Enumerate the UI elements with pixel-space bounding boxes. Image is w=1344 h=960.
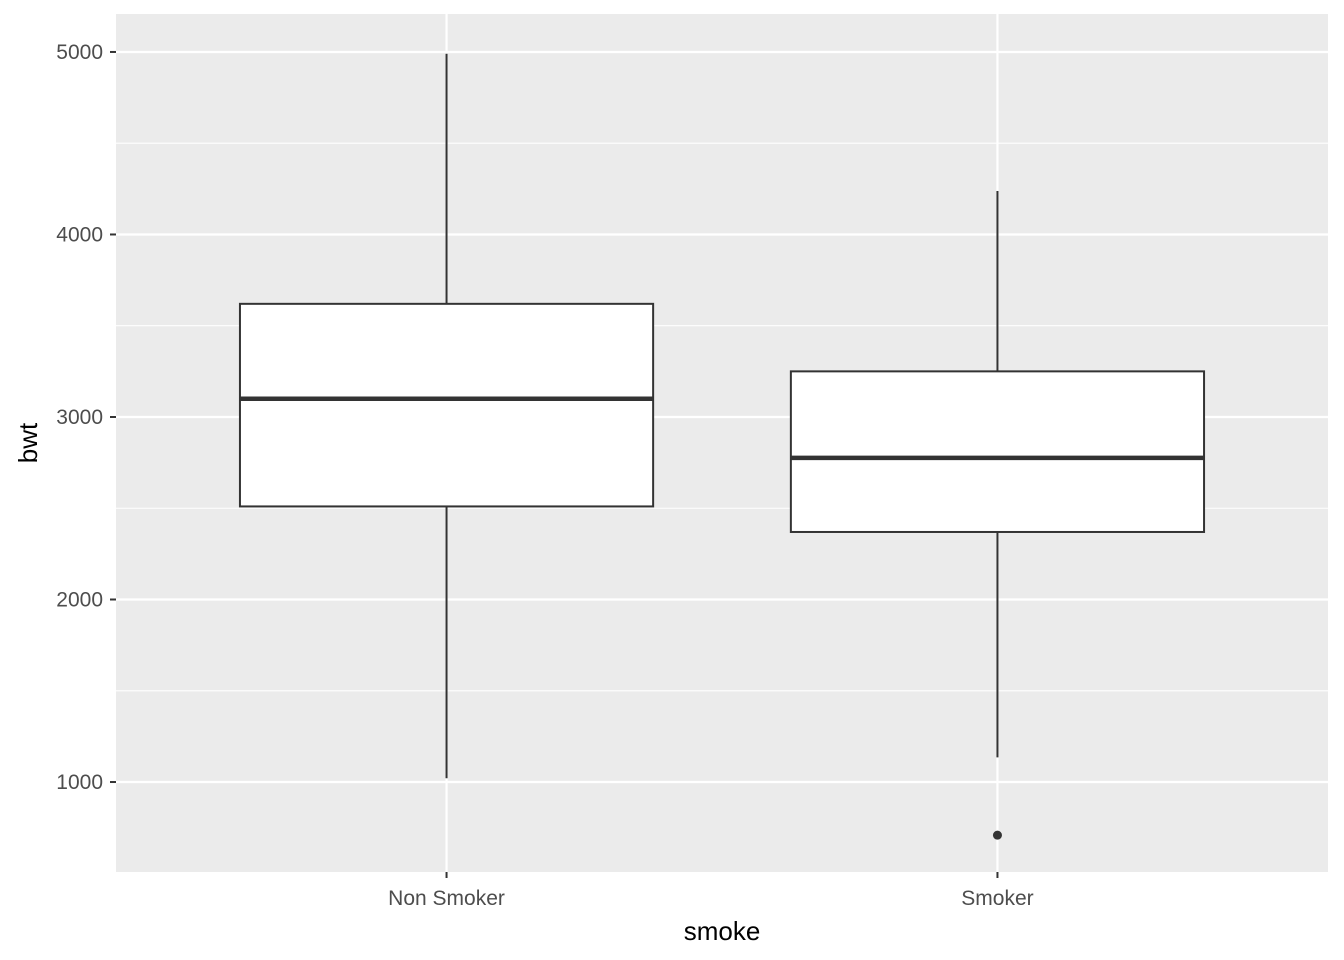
y-tick-label: 2000 (56, 589, 103, 612)
axes: 1000 2000 3000 4000 5000 Non Smoker Smoker (56, 41, 1033, 910)
y-axis-title: bwt (13, 422, 43, 463)
x-tick-label: Smoker (961, 887, 1033, 910)
x-axis-title: smoke (684, 916, 761, 946)
y-tick-label: 5000 (56, 41, 103, 64)
outlier-point (992, 830, 1002, 840)
y-tick-label: 1000 (56, 771, 103, 794)
boxes (238, 53, 1206, 840)
y-tick-label: 4000 (56, 223, 103, 246)
box-iqr (238, 302, 655, 508)
x-tick-label: Non Smoker (388, 887, 505, 910)
box-iqr (789, 370, 1206, 533)
y-tick-label: 3000 (56, 406, 103, 429)
